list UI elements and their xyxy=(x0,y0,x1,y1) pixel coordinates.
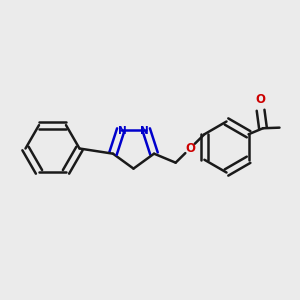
Text: N: N xyxy=(140,126,149,136)
Text: N: N xyxy=(118,126,127,136)
Text: O: O xyxy=(185,142,195,155)
Text: O: O xyxy=(256,93,266,106)
